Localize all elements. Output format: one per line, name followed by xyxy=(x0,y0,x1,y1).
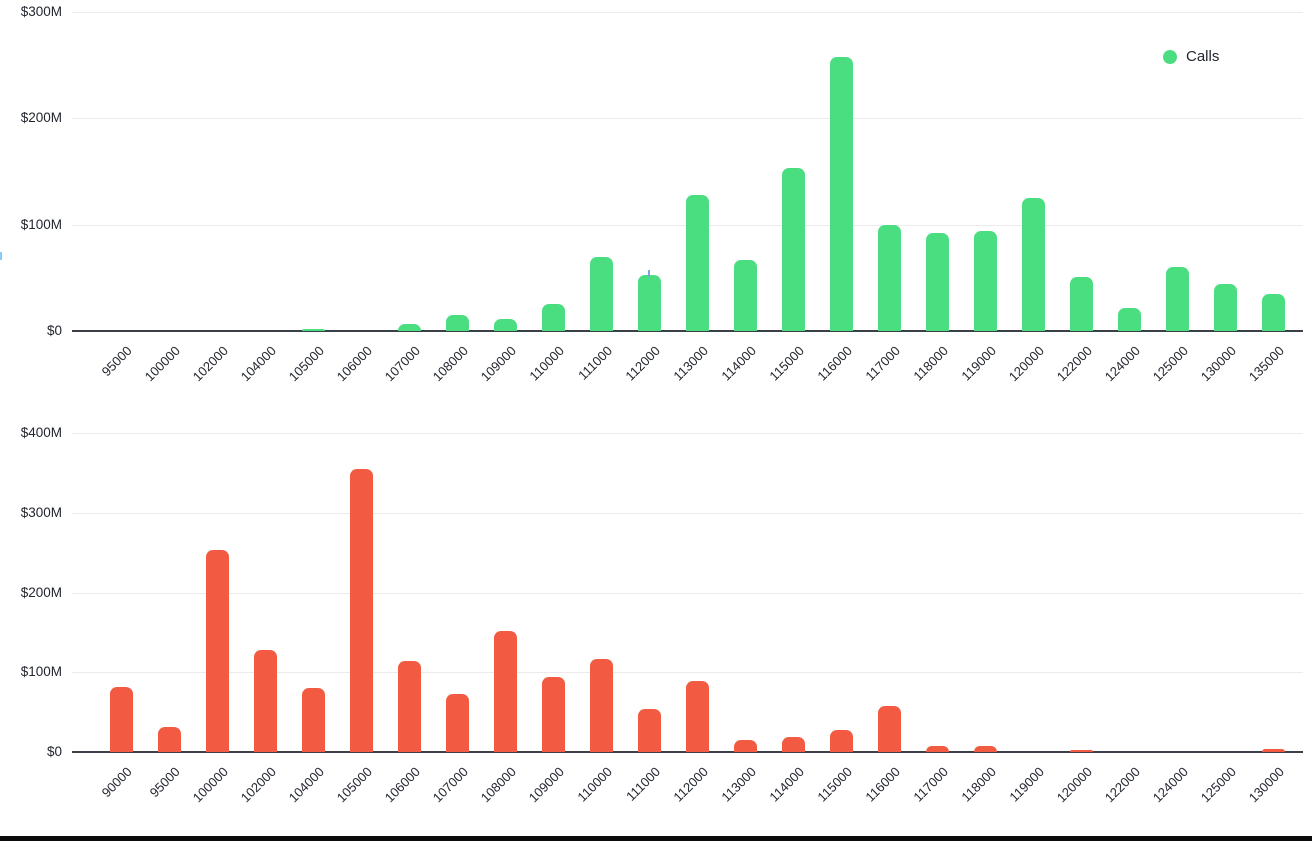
bar-116000[interactable] xyxy=(877,705,901,752)
bar-124000[interactable] xyxy=(1117,307,1141,331)
y-axis-tick-label: $200M xyxy=(20,110,62,126)
x-axis-line xyxy=(72,751,1303,753)
gridline xyxy=(72,592,1303,594)
bar-113000[interactable] xyxy=(685,194,709,331)
bar-114000[interactable] xyxy=(733,259,757,331)
marker-112000 xyxy=(648,270,650,277)
bar-122000[interactable] xyxy=(1069,276,1093,331)
y-axis-tick-label: $0 xyxy=(46,323,62,338)
y-axis-tick-label: $100M xyxy=(20,664,62,680)
x-axis-tick-label: 119000 xyxy=(1006,764,1047,805)
bar-106000[interactable] xyxy=(397,661,421,752)
bar-111000[interactable] xyxy=(637,708,661,752)
x-axis-tick-label: 117000 xyxy=(910,764,951,805)
x-axis-tick-label: 118000 xyxy=(958,764,999,805)
x-axis-tick-label: 100000 xyxy=(189,764,231,806)
bar-112000[interactable] xyxy=(637,274,661,331)
bar-115000[interactable] xyxy=(829,729,853,752)
gridline xyxy=(72,433,1303,434)
bar-117000[interactable] xyxy=(877,224,901,331)
bar-108000[interactable] xyxy=(493,630,517,752)
bar-117000[interactable] xyxy=(925,745,949,752)
bar-102000[interactable] xyxy=(253,649,277,752)
bar-111000[interactable] xyxy=(589,256,613,331)
x-axis-tick-label: 105000 xyxy=(333,764,375,806)
bar-104000[interactable] xyxy=(301,688,325,752)
bar-118000[interactable] xyxy=(925,233,949,331)
bar-110000[interactable] xyxy=(541,304,565,331)
bar-135000[interactable] xyxy=(1261,293,1285,331)
x-axis-tick-label: 122000 xyxy=(1101,764,1143,806)
bar-119000[interactable] xyxy=(973,231,997,331)
bar-112000[interactable] xyxy=(685,681,709,752)
bar-125000[interactable] xyxy=(1165,267,1189,331)
bar-110000[interactable] xyxy=(589,658,613,752)
gridline xyxy=(72,118,1303,120)
bar-105000[interactable] xyxy=(349,468,373,752)
bar-114000[interactable] xyxy=(781,736,805,752)
x-axis-tick-label: 124000 xyxy=(1149,764,1191,806)
x-axis-tick-label: 112000 xyxy=(670,764,711,805)
x-axis-tick-label: 102000 xyxy=(237,764,279,806)
x-axis-tick-label: 104000 xyxy=(285,764,327,806)
bar-100000[interactable] xyxy=(205,550,229,752)
y-axis-tick-label: $100M xyxy=(20,216,62,232)
legend[interactable]: Calls xyxy=(1163,48,1219,65)
x-axis-tick-label: 114000 xyxy=(766,764,807,805)
y-axis-tick-label: $400M xyxy=(20,425,62,440)
x-axis-tick-label: 108000 xyxy=(477,764,519,806)
y-axis-tick-label: $0 xyxy=(46,744,62,759)
bar-95000[interactable] xyxy=(157,727,181,752)
bottom-divider xyxy=(0,836,1312,841)
x-axis-tick-label: 90000 xyxy=(98,764,135,801)
x-axis-tick-label: 106000 xyxy=(381,764,423,806)
bar-109000[interactable] xyxy=(493,319,517,331)
bar-118000[interactable] xyxy=(973,745,997,752)
bar-116000[interactable] xyxy=(829,56,853,331)
gridline xyxy=(72,12,1303,13)
legend-dot-icon xyxy=(1163,49,1177,64)
x-axis-tick-label: 120000 xyxy=(1053,764,1095,806)
bar-120000[interactable] xyxy=(1021,198,1045,331)
bar-107000[interactable] xyxy=(445,693,469,752)
bar-107000[interactable] xyxy=(397,323,421,331)
x-axis-tick-label: 111000 xyxy=(622,764,663,804)
bar-108000[interactable] xyxy=(445,315,469,331)
x-axis-tick-label: 110000 xyxy=(574,764,615,805)
y-axis-tick-label: $300M xyxy=(20,504,62,520)
y-axis-tick-label: $200M xyxy=(20,584,62,600)
x-axis-tick-label: 107000 xyxy=(429,764,471,806)
x-axis-tick-label: 130000 xyxy=(1245,764,1287,806)
y-axis-fragment xyxy=(0,252,2,260)
x-axis-tick-label: 116000 xyxy=(862,764,903,805)
x-axis-tick-label: 115000 xyxy=(814,764,855,805)
bar-113000[interactable] xyxy=(733,740,757,752)
y-axis-tick-label: $300M xyxy=(20,4,62,19)
bar-120000[interactable] xyxy=(1069,749,1093,752)
legend-label: Calls xyxy=(1186,48,1220,65)
x-axis-tick-label: 125000 xyxy=(1197,764,1239,806)
x-axis-line xyxy=(72,330,1303,332)
x-axis-tick-label: 109000 xyxy=(525,764,567,806)
bar-115000[interactable] xyxy=(781,168,805,331)
gridline xyxy=(72,672,1303,674)
gridline xyxy=(72,512,1303,514)
bar-105000[interactable] xyxy=(301,328,325,331)
x-axis-tick-label: 113000 xyxy=(718,764,759,805)
bar-130000[interactable] xyxy=(1213,284,1237,331)
bar-90000[interactable] xyxy=(109,686,133,752)
x-axis-tick-label: 95000 xyxy=(146,764,183,801)
bar-109000[interactable] xyxy=(541,677,565,752)
bar-130000[interactable] xyxy=(1261,748,1285,752)
